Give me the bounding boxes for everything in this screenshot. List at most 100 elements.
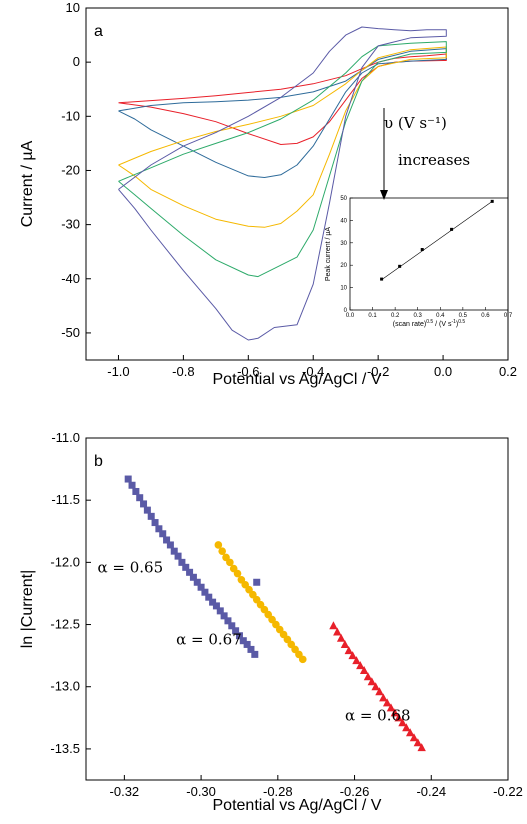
triangle-point xyxy=(333,627,342,636)
square-point xyxy=(251,650,259,658)
y-tick-label: -50 xyxy=(61,325,80,340)
cv-curve-4 xyxy=(118,41,447,278)
panel-a-letter: a xyxy=(94,23,103,40)
x-tick-label: 0.0 xyxy=(434,364,452,379)
triangle-point xyxy=(402,723,411,732)
square-point xyxy=(163,536,171,544)
panel-a-x-axis-title: Potential vs Ag/AgCl / V xyxy=(213,371,382,388)
inset-x-tick-label: 0.6 xyxy=(481,313,490,319)
square-point xyxy=(243,640,251,648)
x-tick-label: -0.4 xyxy=(302,364,324,379)
triangle-point xyxy=(367,677,377,686)
inset-y-tick-label: 50 xyxy=(340,196,347,202)
inset-data-point xyxy=(420,248,424,252)
panel-b-annotations: α = 0.65 α = 0.67 α = 0.68 xyxy=(98,558,411,724)
cv-curve-3 xyxy=(118,46,447,228)
inset-x-tick-label: 0.1 xyxy=(368,313,377,319)
y-tick-label: 10 xyxy=(66,0,80,15)
square-point xyxy=(170,547,178,555)
y-tick-label: -11.0 xyxy=(51,430,80,445)
triangle-point xyxy=(371,682,380,691)
inset-x-tick-label: 0.4 xyxy=(436,313,445,319)
square-point xyxy=(193,578,201,586)
inset-x-title-part: ) xyxy=(456,321,458,328)
square-point xyxy=(151,519,159,527)
inset-x-axis-title: (scan rate)0.5 / (V s-1)0.5 xyxy=(393,319,466,328)
square-point xyxy=(136,494,144,502)
x-tick-label: -1.0 xyxy=(107,364,129,379)
panel-b-ticks: -0.32 -0.30 -0.28 -0.26 -0.24 -0.22 -11.0 -11.5… xyxy=(50,430,522,799)
inset-data-point xyxy=(450,227,454,231)
triangle-point xyxy=(394,713,403,722)
alpha-annotation: α = 0.68 xyxy=(345,706,411,724)
y-tick-label: -10 xyxy=(61,108,80,123)
square-point xyxy=(205,593,213,601)
cv-curve-5 xyxy=(118,26,447,341)
square-point xyxy=(239,637,247,645)
square-point xyxy=(197,583,205,591)
x-tick-label: -0.30 xyxy=(186,784,216,799)
triangle-point xyxy=(413,738,423,747)
square-point xyxy=(140,500,148,508)
triangle-point xyxy=(344,646,353,655)
triangle-point xyxy=(390,708,400,717)
triangle-point xyxy=(386,703,396,712)
circle-point xyxy=(214,541,223,549)
panel-b-plot-frame xyxy=(85,437,509,781)
inset-x-tick-label: 0.5 xyxy=(459,313,468,319)
triangle-point xyxy=(382,698,392,707)
alpha-annotation: α = 0.67 xyxy=(176,630,242,648)
square-point xyxy=(182,563,190,571)
inset-y-tick-label: 30 xyxy=(340,241,347,247)
square-point xyxy=(189,573,197,581)
triangle-point xyxy=(352,656,361,665)
inset-x-tick-label: 0.2 xyxy=(391,313,400,319)
x-tick-label: -0.32 xyxy=(110,784,140,799)
square-point xyxy=(201,588,209,596)
square-point xyxy=(235,632,243,640)
square-point xyxy=(159,530,167,538)
y-tick-label: -40 xyxy=(61,271,80,286)
panel-a-plot-frame xyxy=(85,7,509,361)
panel-a: a -1.0 -0.8 -0.6 -0.4 -0.2 0.0 0.2100-10-20-30… xyxy=(19,0,517,388)
square-point xyxy=(232,627,240,635)
panel-b-letter: b xyxy=(94,453,103,470)
triangle-point xyxy=(356,661,365,670)
square-point xyxy=(228,622,236,630)
inset-x-title-part: (scan rate) xyxy=(393,321,426,328)
triangle-point xyxy=(340,639,350,648)
circle-point xyxy=(233,569,242,578)
cv-curve-1 xyxy=(118,53,447,145)
triangle-point xyxy=(405,728,415,737)
inset-data-point xyxy=(398,264,402,268)
circle-point xyxy=(226,558,234,567)
inset-points xyxy=(380,199,494,281)
x-tick-label: -0.24 xyxy=(416,784,446,799)
x-tick-label: -0.6 xyxy=(237,364,259,379)
y-tick-label: -30 xyxy=(61,217,80,232)
inset-y-tick-label: 0 xyxy=(344,308,348,314)
increases-annotation: increases xyxy=(398,151,470,169)
triangle-point xyxy=(363,672,373,681)
alpha-annotation: α = 0.65 xyxy=(98,558,164,576)
square-point xyxy=(132,487,140,495)
x-tick-label: -0.22 xyxy=(493,784,523,799)
x-tick-label: -0.8 xyxy=(172,364,194,379)
inset-y-tick-label: 10 xyxy=(340,286,347,292)
panel-b-points xyxy=(124,475,426,752)
y-tick-label: -13.5 xyxy=(50,741,80,756)
panel-b: b -0.32 -0.30 -0.28 -0.26 -0.24 -0.22 -11.0 -11… xyxy=(19,430,523,814)
y-tick-label: -11.5 xyxy=(51,492,80,507)
panel-a-cv-curves xyxy=(118,26,447,341)
y-tick-label: -20 xyxy=(61,162,80,177)
inset-y-tick-label: 40 xyxy=(340,218,347,224)
x-tick-label: -0.26 xyxy=(340,784,370,799)
square-point xyxy=(166,541,174,549)
square-point xyxy=(224,617,232,625)
square-point xyxy=(128,481,136,489)
increases-arrowhead xyxy=(380,190,388,200)
inset-y-tick-label: 20 xyxy=(340,263,347,269)
y-tick-label: -13.0 xyxy=(50,679,80,694)
triangle-point xyxy=(417,743,426,752)
